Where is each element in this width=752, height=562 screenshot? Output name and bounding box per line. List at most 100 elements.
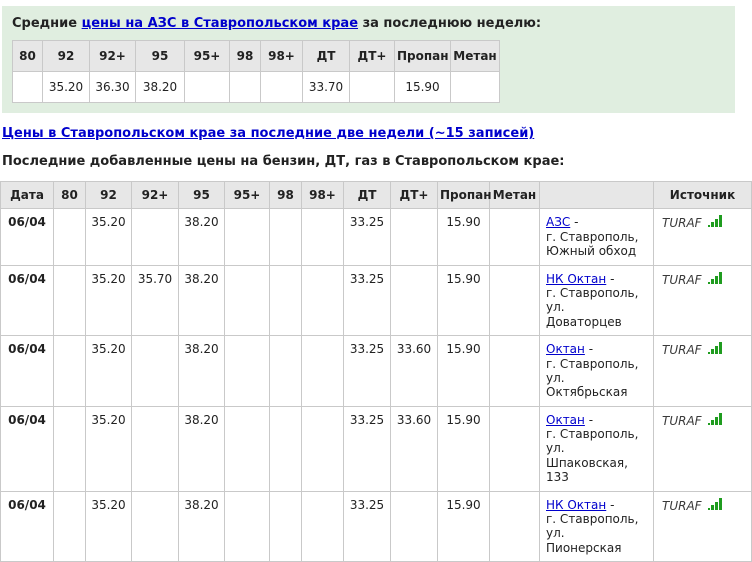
- two-weeks-line: Цены в Ставропольском крае за последние …: [2, 126, 752, 141]
- prices-col-header: 92+: [131, 180, 179, 210]
- price-cell: 35.20: [85, 335, 132, 407]
- station-cell: Октан - г. Ставрополь, ул. Шпаковская, 13…: [539, 405, 654, 492]
- price-cell: 33.60: [390, 335, 438, 407]
- source-cell: TURAF: [653, 335, 752, 407]
- source-cell: TURAF: [653, 264, 752, 337]
- price-cell: [489, 264, 540, 337]
- summary-value-cell: [349, 71, 395, 103]
- source-name: TURAF: [662, 498, 702, 513]
- title-prefix: Средние: [12, 16, 78, 31]
- summary-value-cell: 38.20: [135, 71, 185, 103]
- summary-value-cell: [12, 71, 43, 103]
- price-cell: 38.20: [178, 335, 225, 407]
- source-name: TURAF: [662, 216, 702, 231]
- station-address: г. Ставрополь, ул. Шпаковская, 133: [546, 427, 639, 485]
- source-cell: TURAF: [653, 208, 752, 266]
- summary-col-header: 92: [42, 40, 90, 72]
- date-cell: 06/04: [0, 208, 54, 266]
- summary-col-header: 95: [135, 40, 185, 72]
- price-cell: 35.20: [85, 264, 132, 337]
- price-cell: [53, 208, 86, 266]
- signal-bars-icon: [707, 215, 722, 230]
- signal-bars-icon: [707, 497, 722, 513]
- source-name: TURAF: [662, 413, 702, 428]
- summary-col-header: Пропан: [394, 40, 451, 72]
- average-prices-link[interactable]: цены на АЗС в Ставропольском крае: [81, 16, 359, 31]
- price-cell: [131, 405, 179, 492]
- summary-header-row: 80 92 92+ 95 95+ 98 98+ ДТ ДТ+ Пропан Метан: [12, 40, 500, 72]
- price-row: 06/04 35.20 38.20 33.25 33.60 15.90 Октан - г. …: [0, 405, 752, 492]
- price-cell: [489, 405, 540, 492]
- prices-col-header: ДТ+: [390, 180, 438, 210]
- station-dash: -: [584, 342, 594, 357]
- price-cell: [301, 490, 344, 562]
- price-cell: 33.60: [390, 405, 438, 492]
- price-cell: [224, 335, 270, 407]
- price-cell: 15.90: [437, 264, 490, 337]
- summary-value-cell: 35.20: [42, 71, 90, 103]
- price-row: 06/04 35.20 35.70 38.20 33.25 15.90 НК Октан -…: [0, 264, 752, 337]
- prices-col-header: Источник: [653, 180, 752, 210]
- prices-col-header: 98: [269, 180, 302, 210]
- station-address: г. Ставрополь, ул. Доваторцев: [546, 285, 639, 329]
- summary-col-header: 98: [229, 40, 261, 72]
- price-row: 06/04 35.20 38.20 33.25 15.90 АЗС - г. Ставроп…: [0, 208, 752, 266]
- price-cell: 15.90: [437, 490, 490, 562]
- prices-header-row: Дата 80 92 92+ 95 95+ 98 98+ ДТ ДТ+ Пропан Метан Ист…: [0, 180, 752, 210]
- prices-col-header: 92: [85, 180, 132, 210]
- source-cell: TURAF: [653, 490, 752, 562]
- title-suffix: за последнюю неделю:: [362, 16, 542, 31]
- signal-bars-icon: [707, 271, 722, 287]
- price-cell: 38.20: [178, 405, 225, 492]
- price-cell: 38.20: [178, 208, 225, 266]
- summary-col-header: ДТ: [302, 40, 350, 72]
- station-link[interactable]: АЗС: [546, 215, 571, 230]
- price-cell: 15.90: [437, 405, 490, 492]
- prices-col-header: Дата: [0, 180, 54, 210]
- date-cell: 06/04: [0, 490, 54, 562]
- date-cell: 06/04: [0, 405, 54, 492]
- price-cell: 33.25: [343, 405, 391, 492]
- prices-col-header: 95: [178, 180, 225, 210]
- station-cell: НК Октан - г. Ставрополь, ул. Пионерская: [539, 490, 654, 562]
- price-row: 06/04 35.20 38.20 33.25 33.60 15.90 Октан - г. …: [0, 335, 752, 407]
- summary-value-cell: [450, 71, 500, 103]
- price-cell: [224, 490, 270, 562]
- page: Средние цены на АЗС в Ставропольском кра…: [0, 6, 752, 562]
- station-dash: -: [606, 497, 615, 512]
- price-cell: [301, 208, 344, 266]
- summary-value-cell: [260, 71, 303, 103]
- station-link[interactable]: Октан: [546, 342, 585, 357]
- station-cell: Октан - г. Ставрополь, ул. Октябрьская: [539, 335, 654, 407]
- price-cell: [489, 208, 540, 266]
- prices-col-header: Метан: [489, 180, 540, 210]
- price-cell: [269, 264, 302, 337]
- station-dash: -: [606, 271, 615, 286]
- price-cell: [131, 208, 179, 266]
- station-link[interactable]: Октан: [546, 412, 585, 427]
- price-cell: [390, 264, 438, 337]
- summary-value-cell: 36.30: [89, 71, 136, 103]
- price-cell: [131, 490, 179, 562]
- source-name: TURAF: [662, 272, 702, 287]
- price-cell: [489, 335, 540, 407]
- summary-col-header: 80: [12, 40, 43, 72]
- two-weeks-link[interactable]: Цены в Ставропольском крае за последние …: [2, 126, 535, 141]
- signal-bars-icon: [707, 412, 722, 428]
- price-cell: [224, 264, 270, 337]
- date-cell: 06/04: [0, 264, 54, 337]
- station-link[interactable]: НК Октан: [546, 271, 607, 286]
- average-prices-title: Средние цены на АЗС в Ставропольском кра…: [12, 16, 725, 31]
- summary-value-cell: [229, 71, 261, 103]
- signal-bars-icon: [707, 342, 722, 357]
- price-cell: 38.20: [178, 490, 225, 562]
- prices-col-header: 80: [53, 180, 86, 210]
- price-cell: 35.20: [85, 490, 132, 562]
- price-cell: [489, 490, 540, 562]
- price-cell: [269, 405, 302, 492]
- section-title: Последние добавленные цены на бензин, ДТ…: [2, 154, 565, 169]
- summary-col-header: Метан: [450, 40, 500, 72]
- station-dash: -: [584, 412, 594, 427]
- station-link[interactable]: НК Октан: [546, 497, 607, 512]
- station-address: г. Ставрополь, Южный обход: [546, 229, 639, 259]
